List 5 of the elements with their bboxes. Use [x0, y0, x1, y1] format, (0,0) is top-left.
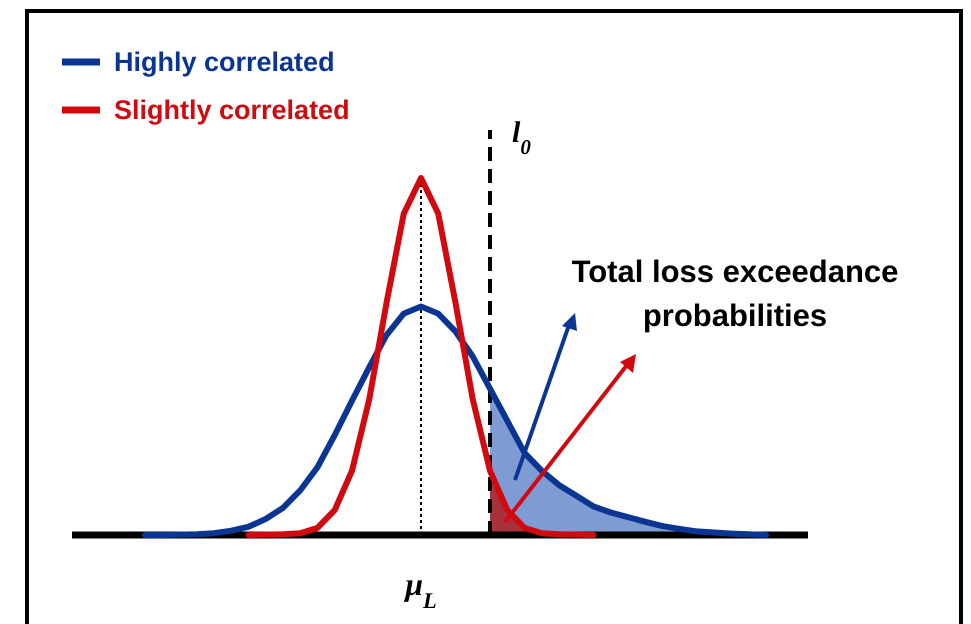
text: l$_{0}$	[512, 116, 532, 159]
annotation: Total loss exceedance probabilities	[572, 254, 898, 333]
legend-label: Slightly correlated	[114, 95, 350, 125]
text: μ$_{L}$	[403, 566, 437, 612]
legend-label: Highly correlated	[114, 47, 335, 77]
